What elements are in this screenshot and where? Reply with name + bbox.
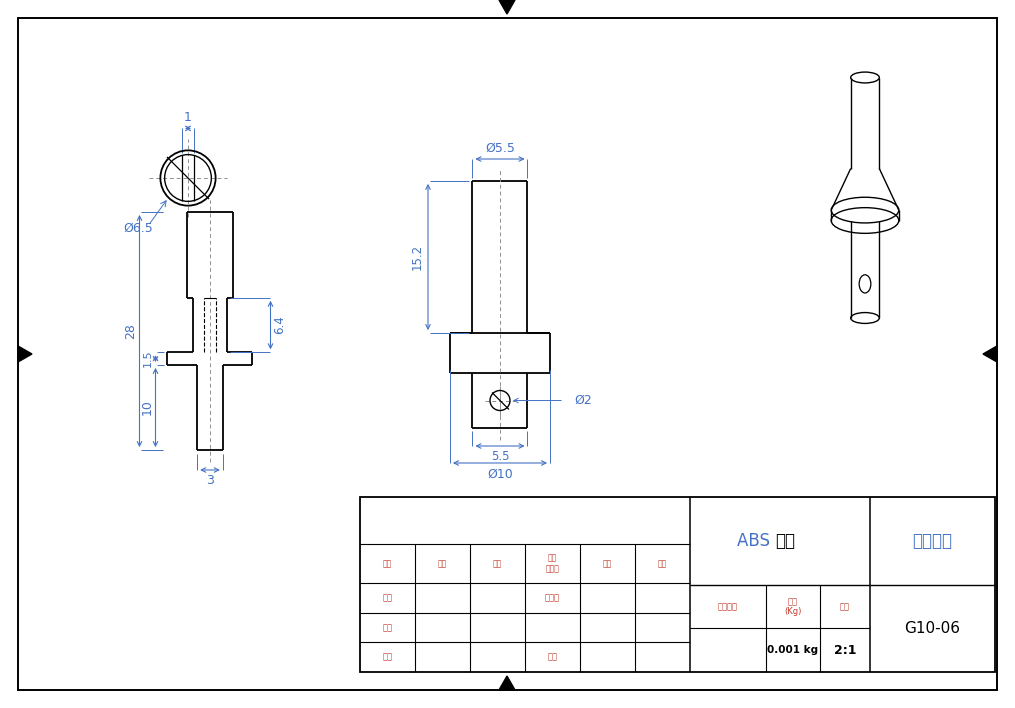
Text: 10: 10 (141, 399, 154, 416)
Bar (360, 497, 995, 672)
Text: 塑料: 塑料 (775, 532, 795, 549)
Text: 更改
文件号: 更改 文件号 (545, 554, 559, 573)
Text: 标准化: 标准化 (545, 593, 560, 602)
Text: 0.001 kg: 0.001 kg (767, 645, 818, 655)
Text: 1: 1 (184, 111, 192, 124)
Text: 阶段标记: 阶段标记 (718, 602, 738, 611)
Text: 天线转轴: 天线转轴 (912, 532, 952, 549)
Text: Ø10: Ø10 (487, 467, 513, 481)
Text: 签名: 签名 (603, 559, 612, 568)
Text: 标记: 标记 (383, 559, 392, 568)
Text: 2:1: 2:1 (833, 644, 856, 656)
Text: Ø2: Ø2 (574, 394, 592, 407)
Text: 处数: 处数 (437, 559, 448, 568)
Polygon shape (983, 346, 997, 362)
Text: 6.4: 6.4 (273, 316, 286, 334)
Text: 设计: 设计 (383, 593, 393, 602)
Text: 工艺: 工艺 (383, 653, 393, 661)
Text: Ø5.5: Ø5.5 (485, 142, 515, 154)
Polygon shape (499, 0, 515, 14)
Text: 分区: 分区 (493, 559, 502, 568)
Text: 1.5: 1.5 (142, 350, 152, 367)
Text: Ø6.5: Ø6.5 (123, 222, 152, 234)
Text: 28: 28 (124, 323, 137, 339)
Polygon shape (499, 676, 515, 690)
Text: ABS: ABS (737, 532, 775, 549)
Text: 日期: 日期 (658, 559, 667, 568)
Polygon shape (18, 346, 32, 362)
Text: 5.5: 5.5 (490, 450, 510, 464)
Text: G10-06: G10-06 (904, 621, 960, 636)
Text: 重量
(Kg): 重量 (Kg) (784, 597, 801, 616)
Text: 3: 3 (206, 474, 214, 488)
Text: 批准: 批准 (547, 653, 557, 661)
Text: 比例: 比例 (839, 602, 850, 611)
Text: 审核: 审核 (383, 623, 393, 632)
Text: 15.2: 15.2 (410, 244, 423, 270)
